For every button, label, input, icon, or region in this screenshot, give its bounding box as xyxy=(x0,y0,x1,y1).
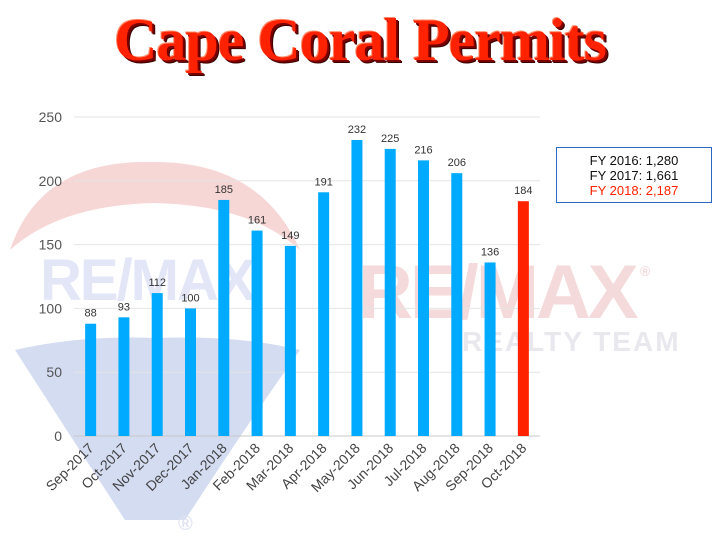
watermark-registered-right: ® xyxy=(640,263,651,279)
bar xyxy=(484,262,496,436)
bar-value-label: 100 xyxy=(181,292,199,304)
bar xyxy=(151,293,163,436)
fiscal-year-totals-box: FY 2016: 1,280 FY 2017: 1,661 FY 2018: 2… xyxy=(556,147,712,203)
bar-value-label: 93 xyxy=(118,301,130,313)
watermark-registered-bottom: ® xyxy=(178,513,193,535)
bar-value-label: 216 xyxy=(414,144,432,156)
balloon-top-watermark xyxy=(10,161,300,250)
bar-value-label: 149 xyxy=(281,230,299,242)
bar-value-labels: 88 93 112 100 185 161 149 191 232 225 216 206 136 184 xyxy=(85,124,533,320)
bar-value-label: 161 xyxy=(248,215,266,227)
y-tick-label: 50 xyxy=(46,364,62,380)
bars xyxy=(85,139,529,437)
y-tick-label: 0 xyxy=(54,428,62,444)
bar xyxy=(451,173,463,437)
bar-value-label: 232 xyxy=(348,124,366,136)
bar xyxy=(251,230,263,436)
y-tick-label: 150 xyxy=(39,237,63,253)
bar xyxy=(85,323,97,436)
bar-value-label: 112 xyxy=(148,277,166,289)
watermark-team: REALTY TEAM xyxy=(462,326,681,357)
bar-value-label: 88 xyxy=(85,308,97,320)
bar xyxy=(118,317,130,436)
bar xyxy=(185,308,196,436)
watermark-brand-right: RE/MAX xyxy=(358,250,639,335)
bar xyxy=(318,192,330,436)
bar xyxy=(351,139,363,436)
y-tick-label: 100 xyxy=(39,300,63,316)
bar xyxy=(517,201,529,436)
bar-value-label: 191 xyxy=(314,176,332,188)
bar-value-label: 185 xyxy=(215,184,233,196)
fy-2018-total: FY 2018: 2,187 xyxy=(589,183,679,198)
bar-value-label: 184 xyxy=(514,185,532,197)
bar-value-label: 225 xyxy=(381,133,399,145)
bar xyxy=(418,160,429,436)
fy-2017-total: FY 2017: 1,661 xyxy=(589,168,679,183)
bar xyxy=(284,245,296,436)
bar xyxy=(384,148,396,436)
bar xyxy=(218,199,230,436)
bar-value-label: 136 xyxy=(481,246,499,258)
fy-2016-total: FY 2016: 1,280 xyxy=(589,153,679,168)
y-tick-label: 200 xyxy=(39,173,63,189)
bar-value-label: 206 xyxy=(448,157,466,169)
gridlines xyxy=(74,116,540,437)
y-tick-label: 250 xyxy=(39,109,63,125)
y-axis-ticks: 0 50 100 150 200 250 xyxy=(39,109,63,444)
chart-title: Cape Coral Permits xyxy=(114,7,607,73)
